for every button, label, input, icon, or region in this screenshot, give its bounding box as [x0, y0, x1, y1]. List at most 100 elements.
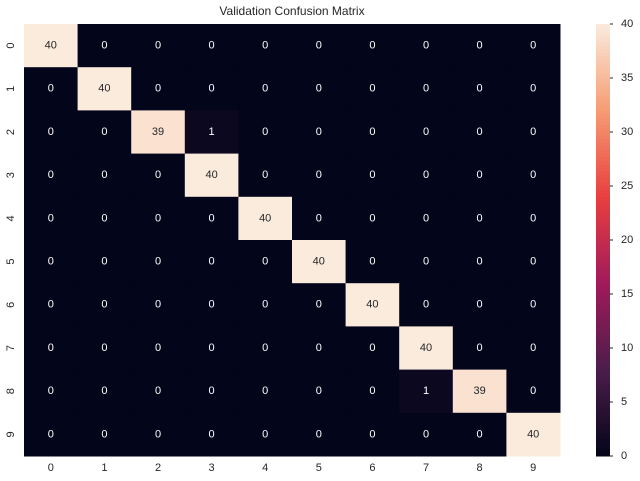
x-tick-label: 4 [262, 462, 268, 474]
cell-label: 0 [369, 342, 375, 354]
y-tick-label: 4 [5, 215, 17, 221]
x-tick-label: 3 [209, 462, 215, 474]
chart-title: Validation Confusion Matrix [219, 4, 364, 18]
colorbar-segment [596, 164, 610, 169]
colorbar-segment [596, 204, 610, 209]
x-tick-label: 1 [101, 462, 107, 474]
colorbar-segment [596, 380, 610, 385]
colorbar-segment [596, 362, 610, 367]
cell-label: 0 [101, 299, 107, 311]
cell [452, 153, 507, 198]
x-tick-label: 7 [423, 462, 429, 474]
colorbar-segment [596, 333, 610, 338]
cell [184, 369, 239, 414]
colorbar-segment [596, 171, 610, 176]
colorbar-segment [596, 67, 610, 72]
colorbar-segment [596, 49, 610, 54]
cell [452, 283, 507, 327]
cell-label: 0 [530, 299, 536, 311]
colorbar-segment [596, 168, 610, 173]
cell-label: 0 [316, 342, 322, 354]
cell-label: 0 [369, 83, 375, 95]
cell-label: 0 [316, 126, 322, 138]
cell-label: 0 [155, 299, 161, 311]
cell-label: 0 [209, 40, 215, 52]
colorbar-segment [596, 132, 610, 137]
cell [131, 283, 186, 327]
colorbar-segment [596, 434, 610, 439]
colorbar-segment [596, 268, 610, 273]
cell [292, 369, 347, 414]
cell [238, 153, 293, 198]
cell [131, 196, 186, 241]
cell [238, 283, 293, 327]
cell-label: 0 [155, 169, 161, 181]
colorbar-segment [596, 186, 610, 191]
cell-label: 0 [262, 83, 268, 95]
cell [24, 110, 79, 155]
colorbar-segment [596, 416, 610, 421]
colorbar-tick-label: 35 [621, 72, 633, 84]
cell [184, 153, 239, 198]
cell-label: 0 [530, 126, 536, 138]
cell [506, 153, 561, 198]
cell-label: 0 [101, 428, 107, 440]
cell [399, 412, 454, 457]
colorbar-segment [596, 31, 610, 36]
cell [24, 240, 79, 284]
cell [345, 67, 400, 111]
cell [238, 240, 293, 284]
cell-label: 0 [209, 212, 215, 224]
colorbar-segment [596, 92, 610, 97]
colorbar-segment [596, 63, 610, 68]
cell [399, 326, 454, 371]
colorbar-segment [596, 315, 610, 320]
cell-label: 40 [205, 169, 217, 181]
cell [131, 153, 186, 198]
cell [399, 24, 454, 68]
cell [506, 196, 561, 241]
cell [292, 240, 347, 284]
cell-label: 0 [48, 428, 54, 440]
colorbar-segment [596, 247, 610, 252]
cell [131, 369, 186, 414]
cell-label: 0 [530, 385, 536, 397]
colorbar-segment [596, 366, 610, 371]
cell-label: 0 [155, 256, 161, 268]
cell [131, 240, 186, 284]
cell [131, 67, 186, 111]
cell-label: 0 [316, 385, 322, 397]
cell [77, 412, 132, 457]
cell-label: 0 [101, 385, 107, 397]
cell [184, 110, 239, 155]
colorbar-segment [596, 24, 610, 29]
cell [238, 67, 293, 111]
cell [292, 326, 347, 371]
cell [131, 412, 186, 457]
colorbar-segment [596, 358, 610, 363]
y-tick-label: 6 [5, 302, 17, 308]
cell [184, 24, 239, 68]
cell-label: 0 [155, 212, 161, 224]
colorbar-segment [596, 243, 610, 248]
cell [399, 67, 454, 111]
colorbar-segment [596, 229, 610, 234]
cell [452, 412, 507, 457]
cell-label: 0 [369, 428, 375, 440]
cell [77, 283, 132, 327]
cell-label: 0 [209, 342, 215, 354]
y-tick-label: 0 [5, 43, 17, 49]
colorbar-segment [596, 27, 610, 32]
colorbar-segment [596, 391, 610, 396]
cell-label: 0 [530, 256, 536, 268]
cell-label: 0 [369, 256, 375, 268]
cell [77, 240, 132, 284]
colorbar-segment [596, 117, 610, 122]
cell [77, 326, 132, 371]
cell [452, 326, 507, 371]
colorbar-segment [596, 265, 610, 270]
cell-label: 0 [316, 83, 322, 95]
cell-label: 0 [530, 169, 536, 181]
colorbar-segment [596, 441, 610, 446]
colorbar-segment [596, 81, 610, 86]
